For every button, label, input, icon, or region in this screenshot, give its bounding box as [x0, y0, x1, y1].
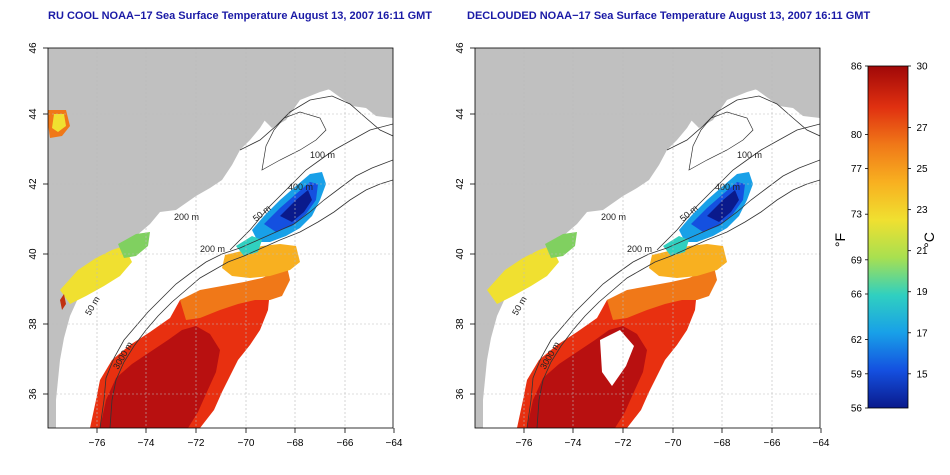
land-mass [475, 48, 820, 428]
colorbar-tick-label-f: 86 [851, 62, 863, 73]
fahrenheit-label: °F [832, 233, 848, 247]
colorbar-tick-label-f: 69 [851, 255, 863, 266]
colorbar-tick-label-f: 62 [851, 335, 863, 346]
lon-tick-label: −74 [565, 438, 582, 449]
colorbar-tick-label-f: 73 [851, 210, 863, 221]
lat-tick-label: 46 [28, 42, 39, 54]
colorbar-tick-label-f: 80 [851, 130, 863, 141]
colorbar-tick-label-c: 21 [916, 246, 928, 257]
contour-label: 200 m [200, 244, 225, 254]
map-frame [474, 47, 821, 429]
colorbar-tick-label-c: 30 [916, 62, 928, 73]
colorbar-tick-label-c: 25 [916, 164, 928, 175]
colorbar-tick-label-f: 66 [851, 290, 863, 301]
colorbar-tick-label-f: 59 [851, 369, 863, 380]
lon-tick-label: −76 [516, 438, 533, 449]
lon-tick-label: −66 [764, 438, 781, 449]
contour-label: 100 m [737, 150, 762, 160]
temperature-colorbar: °F °C 56 59 62 66 69 73 77 80 86 15 17 19 21 23 25 27 30 [832, 62, 937, 415]
lat-tick-label: 40 [455, 248, 466, 260]
contour-label: 200 m [601, 212, 626, 222]
lat-tick-label: 38 [455, 318, 466, 330]
lat-tick-label: 44 [28, 108, 39, 120]
contour-label: 200 m [627, 244, 652, 254]
colorbar-tick-label-c: 27 [916, 123, 928, 134]
lon-tick-label: −72 [615, 438, 632, 449]
map-panel-left: 100 m 400 m 200 m 50 m 200 m 50 m 3000 m… [28, 42, 403, 449]
colorbar-tick-label-f: 56 [851, 404, 863, 415]
colorbar-tick-label-c: 19 [916, 287, 928, 298]
colorbar-tick-label-c: 23 [916, 205, 928, 216]
lon-tick-label: −66 [337, 438, 354, 449]
lon-tick-label: −72 [188, 438, 205, 449]
lon-tick-label: −68 [287, 438, 304, 449]
lat-tick-label: 36 [28, 388, 39, 400]
lat-tick-label: 40 [28, 248, 39, 260]
lon-tick-label: −64 [386, 438, 403, 449]
colorbar-gradient [867, 65, 909, 409]
lon-tick-label: −64 [813, 438, 830, 449]
lon-tick-label: −70 [665, 438, 682, 449]
colorbar-tick-label-c: 15 [916, 369, 928, 380]
contour-label: 400 m [288, 182, 313, 192]
lat-tick-label: 38 [28, 318, 39, 330]
celsius-label: °C [921, 232, 937, 248]
lon-tick-label: −70 [238, 438, 255, 449]
colorbar-tick-label-c: 17 [916, 328, 928, 339]
contour-label: 200 m [174, 212, 199, 222]
lon-tick-label: −68 [714, 438, 731, 449]
lat-tick-label: 42 [28, 178, 39, 190]
contour-label: 100 m [310, 150, 335, 160]
map-panel-right: 100 m 400 m 200 m 50 m 200 m 50 m 3000 m… [455, 42, 830, 449]
lat-tick-label: 42 [455, 178, 466, 190]
land-mass [48, 48, 393, 428]
lon-tick-label: −74 [138, 438, 155, 449]
panel-title-right: DECLOUDED NOAA−17 Sea Surface Temperatur… [467, 10, 871, 22]
lat-tick-label: 44 [455, 108, 466, 120]
lat-tick-label: 36 [455, 388, 466, 400]
map-frame [47, 47, 394, 429]
colorbar-tick-label-f: 77 [851, 164, 863, 175]
lon-tick-label: −76 [89, 438, 106, 449]
lat-tick-label: 46 [455, 42, 466, 54]
panel-title-left: RU COOL NOAA−17 Sea Surface Temperature … [48, 10, 433, 22]
contour-label: 400 m [715, 182, 740, 192]
